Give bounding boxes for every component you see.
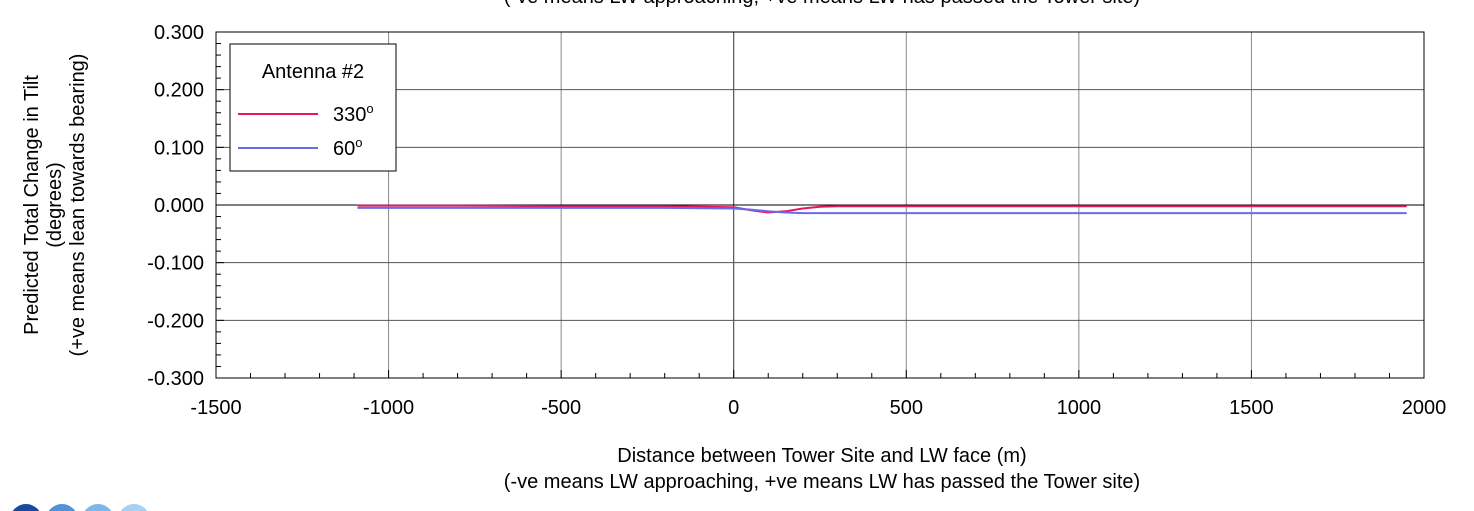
grid-lines (216, 32, 1424, 378)
y-tick-label: -0.200 (147, 310, 204, 332)
x-tick-label: -500 (541, 397, 581, 419)
legend-title: Antenna #2 (262, 61, 364, 83)
y-axis-title-line3: (+ve means lean towards bearing) (67, 54, 89, 357)
y-tick-label: 0.000 (154, 195, 204, 217)
legend-label-60: 60o (333, 135, 362, 160)
company-logo (12, 504, 148, 511)
x-tick-label: -1000 (363, 397, 414, 419)
y-tick-label: 0.300 (154, 22, 204, 44)
x-axis-title: Distance between Tower Site and LW face … (617, 445, 1026, 467)
y-axis-title: Predicted Total Change in Tilt (degrees)… (21, 54, 89, 357)
y-axis-title-line2: (degrees) (44, 162, 66, 248)
y-tick-label: 0.100 (154, 137, 204, 159)
series-line-60 (357, 206, 1407, 215)
top-caption: (-ve means LW approaching, +ve means LW … (504, 0, 1140, 8)
x-tick-label: 1000 (1057, 397, 1102, 419)
x-tick-label: 500 (890, 397, 923, 419)
x-tick-label: 1500 (1229, 397, 1274, 419)
legend: Antenna #2 330o 60o (229, 43, 397, 172)
y-tick-labels: 0.300 0.200 0.100 0.000 -0.100 -0.200 -0.300 (147, 22, 204, 390)
legend-box (229, 43, 397, 172)
x-tick-label: -1500 (190, 397, 241, 419)
x-tick-labels: -1500 -1000 -500 0 500 1000 1500 2000 (190, 397, 1446, 419)
minor-ticks (215, 31, 1425, 379)
x-tick-label: 2000 (1402, 397, 1447, 419)
legend-label-330: 330o (333, 101, 374, 126)
y-axis-title-line1: Predicted Total Change in Tilt (21, 75, 43, 335)
series-layer (357, 204, 1407, 215)
y-tick-label: -0.300 (147, 368, 204, 390)
x-axis-note: (-ve means LW approaching, +ve means LW … (504, 471, 1140, 493)
x-tick-label: 0 (728, 397, 739, 419)
y-tick-label: -0.100 (147, 253, 204, 275)
series-line-330 (357, 204, 1407, 214)
y-tick-label: 0.200 (154, 80, 204, 102)
